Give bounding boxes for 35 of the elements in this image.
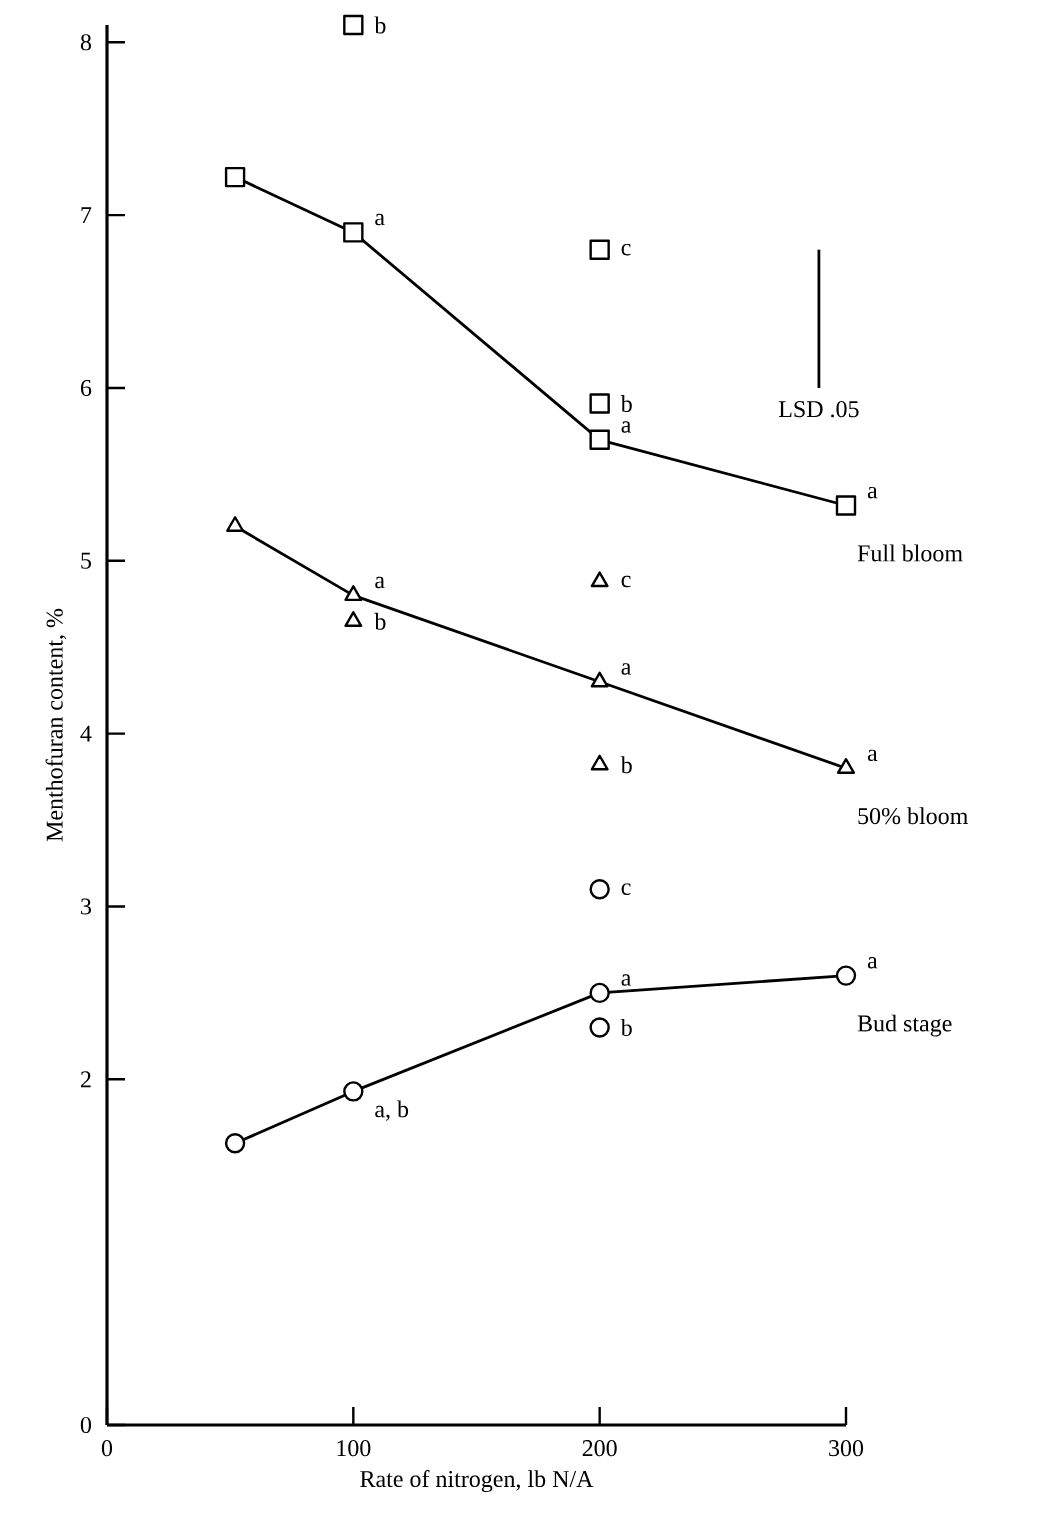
- annotation: b: [374, 612, 386, 630]
- y-tick-label: 2: [81, 1071, 91, 1088]
- annotation: b: [620, 395, 632, 412]
- annotation: b: [620, 1019, 632, 1036]
- y-tick-label: 4: [80, 725, 92, 742]
- annotation: a: [621, 663, 632, 675]
- annotation: a, b: [375, 1100, 409, 1121]
- annotation: c: [621, 883, 631, 895]
- annotation: b: [620, 756, 632, 774]
- annotation: c: [621, 243, 631, 256]
- annotation: a: [375, 576, 385, 589]
- series-label: LSD .05: [778, 401, 859, 418]
- y-tick-label: 0: [80, 1416, 91, 1434]
- annotation: a: [375, 213, 385, 226]
- annotation: a: [621, 421, 632, 433]
- annotation: a: [867, 749, 878, 762]
- annotation: a: [621, 974, 632, 986]
- x-tick-label: 0: [101, 1440, 113, 1457]
- x-tick-label: 100: [337, 1440, 371, 1457]
- annotation: c: [621, 575, 631, 588]
- x-axis-title: Rate of nitrogen, lb N/A: [360, 1469, 594, 1493]
- y-axis-title: Menthofuran content, %: [45, 608, 67, 842]
- annotation: a: [867, 486, 878, 499]
- y-tick-label: 6: [80, 379, 92, 397]
- y-tick-label: 3: [81, 898, 91, 915]
- series-label: Full bloom: [857, 544, 963, 562]
- y-tick-label: 7: [81, 207, 92, 223]
- y-tick-label: 5: [81, 552, 91, 569]
- x-tick-label: 200: [582, 1440, 617, 1457]
- annotation: a: [867, 957, 878, 969]
- series-label: Bud stage: [857, 1014, 952, 1037]
- annotation: b: [374, 16, 386, 34]
- x-tick-label: 300: [829, 1440, 864, 1457]
- y-tick-label: 8: [80, 34, 91, 51]
- series-label: 50% bloom: [858, 807, 968, 825]
